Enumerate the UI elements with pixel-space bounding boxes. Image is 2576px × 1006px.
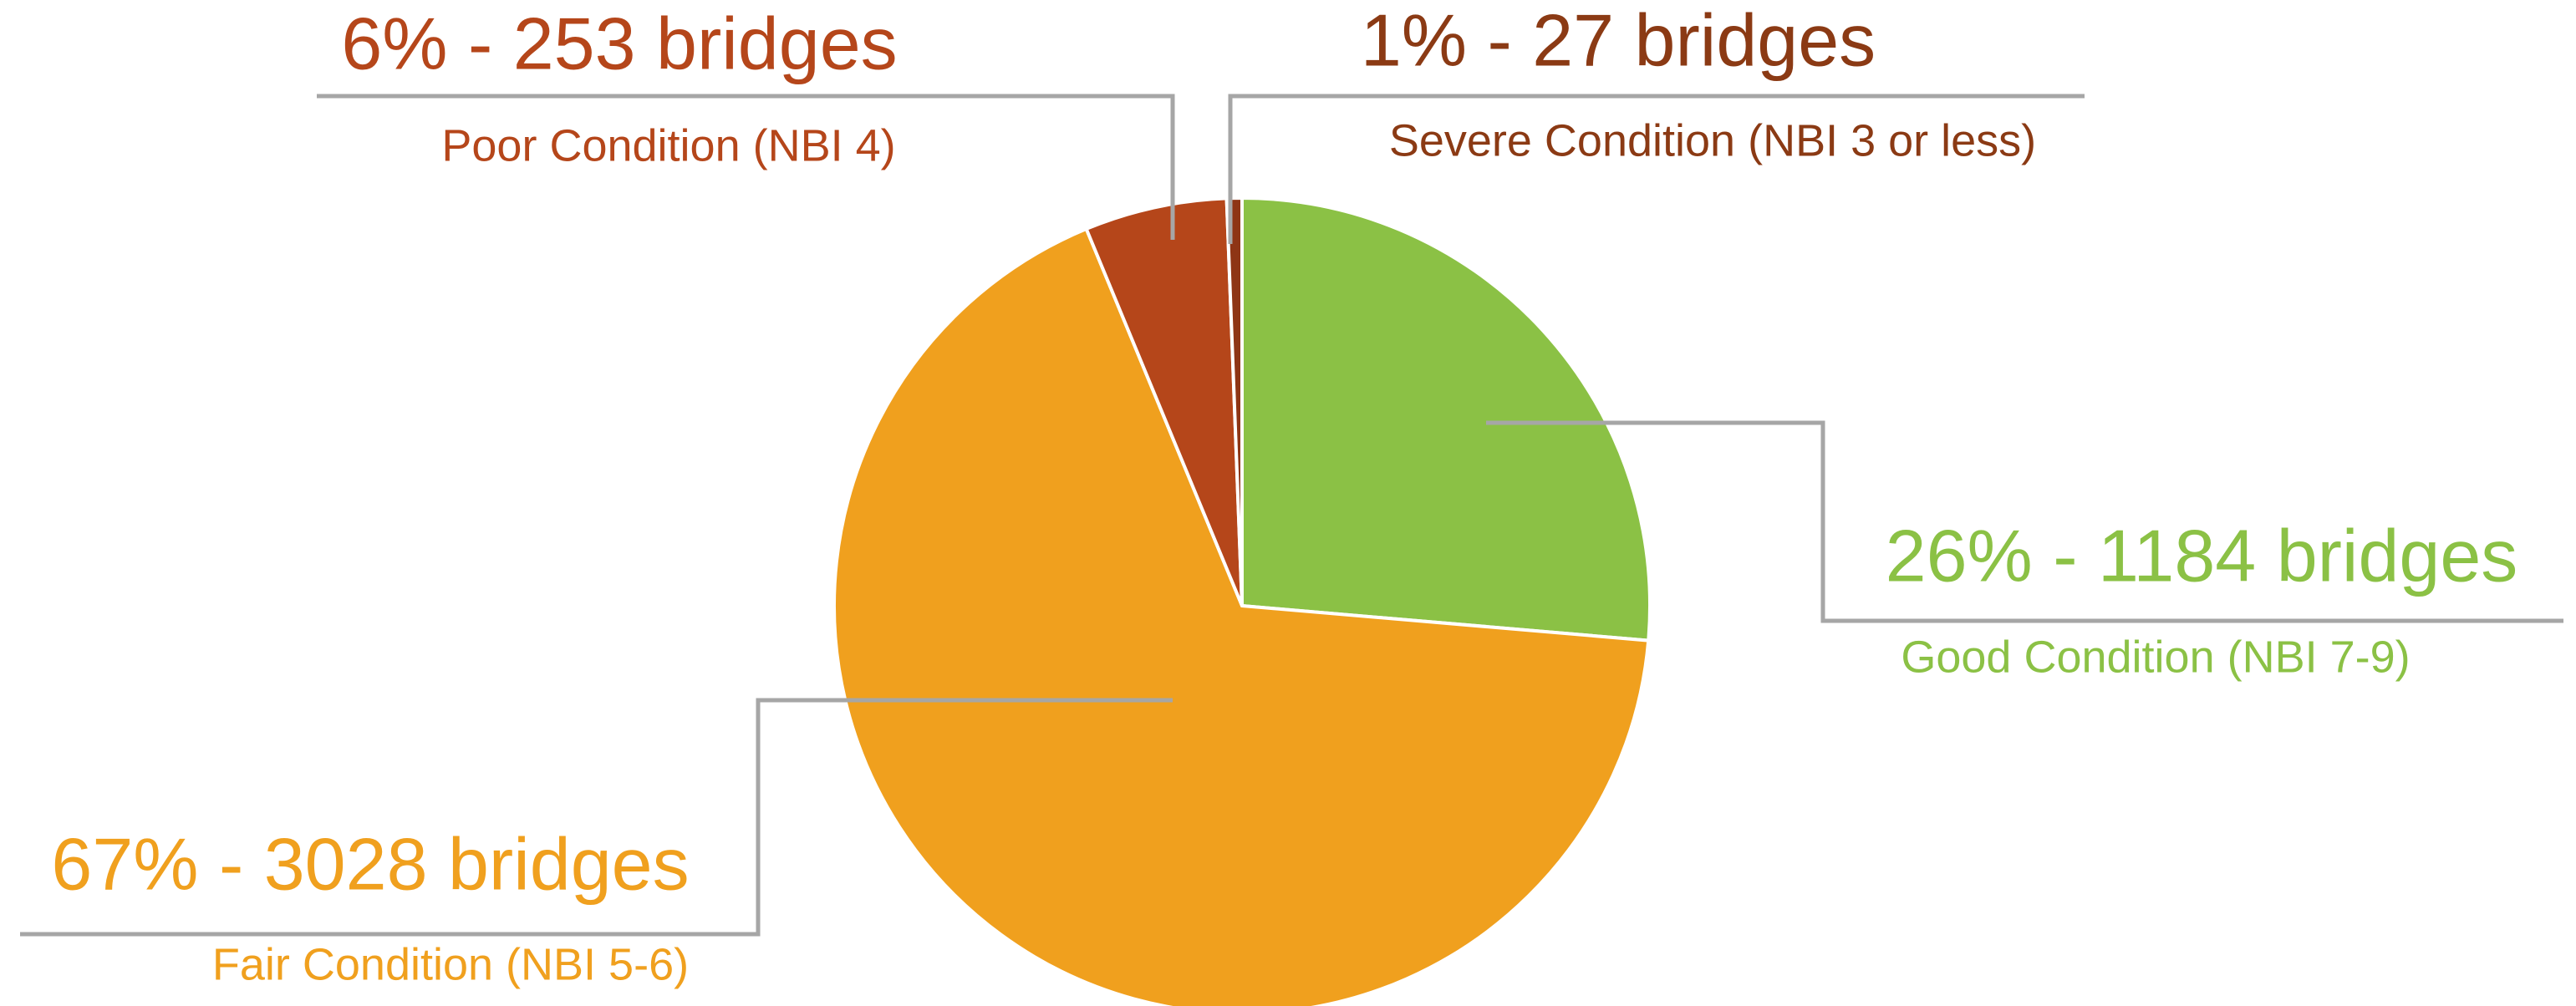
leader-line xyxy=(20,698,1173,937)
data-label: 67% - 3028 bridges xyxy=(51,822,689,905)
data-label: 26% - 1184 bridges xyxy=(1886,514,2518,597)
data-label: 1% - 27 bridges xyxy=(1361,0,1876,81)
category-label: Good Condition (NBI 7-9) xyxy=(1901,632,2410,682)
category-label: Poor Condition (NBI 4) xyxy=(441,120,895,170)
leader-line xyxy=(1228,94,2085,244)
pie-slice xyxy=(1240,196,1652,643)
category-label: Severe Condition (NBI 3 or less) xyxy=(1389,115,2036,165)
leader-line xyxy=(1486,420,2563,623)
data-label: 6% - 253 bridges xyxy=(341,2,897,84)
leader-line xyxy=(317,94,1175,240)
pie-slice xyxy=(1084,196,1244,607)
pie-slice xyxy=(832,226,1651,1006)
category-label: Fair Condition (NBI 5-6) xyxy=(212,939,689,989)
pie-slice xyxy=(1224,196,1244,607)
